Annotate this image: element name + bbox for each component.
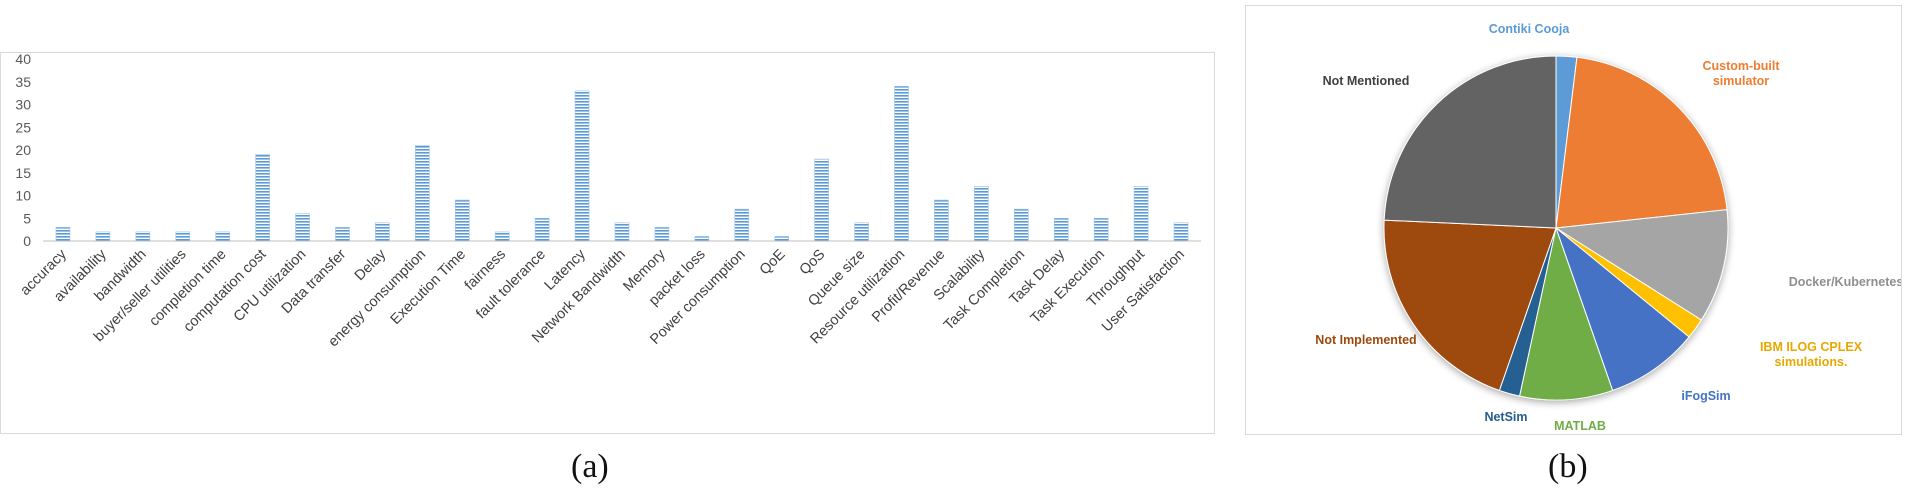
y-tick-label: 15: [15, 165, 31, 181]
pie-label: IBM ILOG CPLEX simulations.: [1760, 340, 1863, 369]
y-tick-label: 10: [15, 188, 31, 204]
bar: [734, 208, 750, 242]
bar: [1053, 217, 1069, 242]
bar: [175, 231, 191, 242]
pie-label: NetSim: [1484, 410, 1527, 424]
bar: [215, 231, 230, 242]
x-tick-label: Execution Time: [388, 247, 469, 328]
x-tick-label: QoS: [797, 247, 829, 279]
bar: [135, 231, 151, 242]
caption-a: (a): [571, 448, 609, 485]
y-tick-label: 30: [15, 97, 31, 113]
y-tick-label: 40: [15, 53, 31, 67]
pie-slice: [1555, 56, 1728, 229]
bar: [974, 186, 989, 242]
pie-slice: [1518, 226, 1614, 401]
bar: [415, 145, 430, 242]
x-tick-label: QoE: [757, 246, 789, 278]
bar: [55, 227, 71, 242]
x-tick-label: Delay: [352, 246, 390, 284]
pie-label: MATLAB: [1554, 419, 1606, 433]
bar: [814, 158, 829, 242]
caption-b: (b): [1548, 448, 1588, 485]
pie-slice: [1554, 209, 1729, 321]
bar: [934, 199, 949, 242]
bar: [534, 217, 550, 242]
pie-label: Docker/Kubernetes: [1789, 275, 1901, 289]
pie-label: Custom-built simulator: [1702, 59, 1780, 88]
pie-label: Contiki Cooja: [1489, 22, 1571, 36]
bar: [335, 227, 350, 242]
bar: [614, 222, 630, 242]
bar: [654, 227, 670, 242]
bar: [375, 222, 390, 242]
pie-chart: Contiki Cooja Custom-built simulator Docker…: [1315, 22, 1903, 433]
bar: [1014, 208, 1029, 242]
pie-chart-panel: Contiki Cooja Custom-built simulator Docker…: [1245, 5, 1903, 435]
y-tick-label: 25: [15, 119, 31, 135]
y-tick-label: 20: [15, 142, 31, 158]
pie-slice: [1554, 226, 1690, 392]
pie-slice: [1383, 219, 1557, 392]
bar: [894, 85, 909, 242]
bar: [95, 231, 111, 242]
bar: [574, 90, 590, 242]
x-tick-label: fault tolerance: [473, 247, 549, 323]
bar: [1173, 222, 1189, 242]
pie-slice: [1383, 55, 1557, 229]
bar: [454, 199, 470, 242]
bar: [854, 222, 869, 242]
bar: [494, 231, 510, 242]
y-tick-label: 0: [23, 233, 31, 249]
bar: [694, 236, 710, 242]
bar: [1093, 217, 1109, 242]
pie-label: Not Mentioned: [1323, 74, 1410, 88]
pie-label: iFogSim: [1681, 389, 1730, 403]
bar: [255, 154, 270, 242]
pie-label: Not Implemented: [1315, 333, 1416, 347]
bar: [774, 236, 790, 242]
bar: [295, 213, 310, 242]
y-tick-label: 5: [23, 210, 31, 226]
bar-chart-panel: 0 5 10 15 20 25 30 35 40 accuracy availability ban…: [0, 51, 1215, 434]
bar: [1133, 186, 1149, 242]
y-tick-label: 35: [15, 74, 31, 90]
